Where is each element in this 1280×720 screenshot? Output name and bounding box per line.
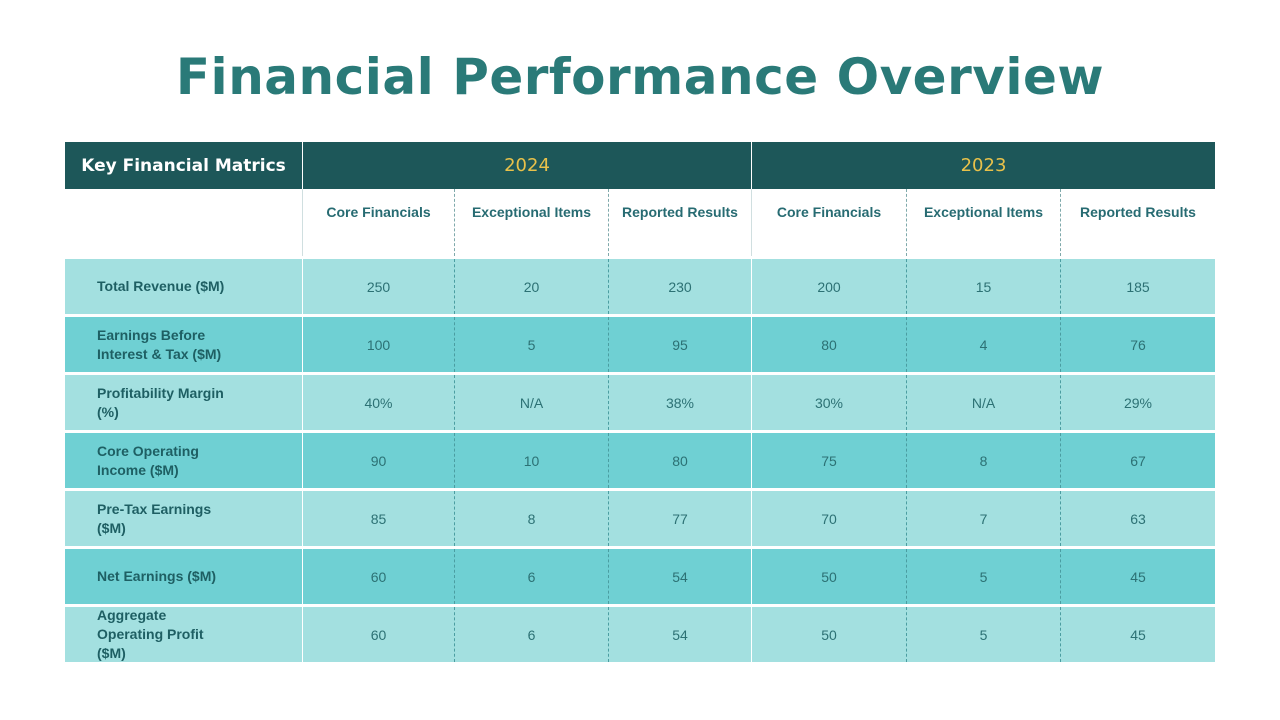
table-row: Profitability Margin (%) 40% N/A 38% 30% N/A 2… <box>65 375 1215 430</box>
table-cell: 60 <box>302 549 454 604</box>
row-label: Profitability Margin (%) <box>97 384 224 420</box>
table-row: Core Operating Income ($M) 90 10 80 75 8 67 <box>65 433 1215 488</box>
table-cell: 200 <box>751 259 906 314</box>
subheader-reported-2024: Reported Results <box>608 189 751 256</box>
table-cell: 45 <box>1060 607 1215 662</box>
table-cell: 8 <box>454 491 608 546</box>
table-cell: 5 <box>454 317 608 372</box>
row-label: Aggregate Operating Profit ($M) <box>97 607 204 661</box>
table-cell: 95 <box>608 317 751 372</box>
row-label: Total Revenue ($M) <box>97 278 225 294</box>
table-cell: 5 <box>906 607 1060 662</box>
table-row: Total Revenue ($M) 250 20 230 200 15 185 <box>65 259 1215 314</box>
page-title: Financial Performance Overview <box>175 48 1105 106</box>
table-cell: 70 <box>751 491 906 546</box>
table-cell: 29% <box>1060 375 1215 430</box>
table-cell: N/A <box>906 375 1060 430</box>
table-cell: 90 <box>302 433 454 488</box>
table-cell: 15 <box>906 259 1060 314</box>
table-cell: 80 <box>751 317 906 372</box>
table-cell: 63 <box>1060 491 1215 546</box>
row-label: Net Earnings ($M) <box>97 568 217 584</box>
table-row: Net Earnings ($M) 60 6 54 50 5 45 <box>65 549 1215 604</box>
table-cell: 38% <box>608 375 751 430</box>
subheader-row: Core Financials Exceptional Items Report… <box>65 189 1215 256</box>
table-cell: 185 <box>1060 259 1215 314</box>
table-cell: 50 <box>751 549 906 604</box>
subheader-exceptional-2023: Exceptional Items <box>906 189 1060 256</box>
year-header-2024: 2024 <box>302 142 751 189</box>
table-cell: N/A <box>454 375 608 430</box>
table-cell: 76 <box>1060 317 1215 372</box>
table-cell: 60 <box>302 607 454 662</box>
subheader-core-2023: Core Financials <box>751 189 906 256</box>
table-cell: 6 <box>454 607 608 662</box>
table-row: Aggregate Operating Profit ($M) 60 6 54 50 5 4… <box>65 607 1215 662</box>
table-cell: 54 <box>608 549 751 604</box>
key-metrics-header: Key Financial Matrics <box>81 155 286 176</box>
table-cell: 75 <box>751 433 906 488</box>
table-cell: 40% <box>302 375 454 430</box>
table-cell: 30% <box>751 375 906 430</box>
table-cell: 67 <box>1060 433 1215 488</box>
row-label: Pre-Tax Earnings ($M) <box>97 500 212 536</box>
table-cell: 5 <box>906 549 1060 604</box>
subheader-reported-2023: Reported Results <box>1060 189 1215 256</box>
financial-table: Key Financial Matrics 2024 2023 Core Fin… <box>65 142 1215 662</box>
table-cell: 20 <box>454 259 608 314</box>
row-label: Core Operating Income ($M) <box>97 442 199 478</box>
subheader-exceptional-2024: Exceptional Items <box>454 189 608 256</box>
year-header-2023: 2023 <box>751 142 1215 189</box>
table-header-row: Key Financial Matrics 2024 2023 <box>65 142 1215 189</box>
table-cell: 250 <box>302 259 454 314</box>
table-cell: 4 <box>906 317 1060 372</box>
subheader-core-2024: Core Financials <box>302 189 454 256</box>
table-cell: 8 <box>906 433 1060 488</box>
table-cell: 100 <box>302 317 454 372</box>
table-cell: 85 <box>302 491 454 546</box>
table-cell: 45 <box>1060 549 1215 604</box>
table-row: Pre-Tax Earnings ($M) 85 8 77 70 7 63 <box>65 491 1215 546</box>
table-cell: 77 <box>608 491 751 546</box>
table-cell: 7 <box>906 491 1060 546</box>
table-cell: 6 <box>454 549 608 604</box>
table-cell: 80 <box>608 433 751 488</box>
table-cell: 10 <box>454 433 608 488</box>
table-cell: 54 <box>608 607 751 662</box>
table-cell: 230 <box>608 259 751 314</box>
table-row: Earnings Before Interest & Tax ($M) 100 5 9… <box>65 317 1215 372</box>
row-label: Earnings Before Interest & Tax ($M) <box>97 326 222 362</box>
table-cell: 50 <box>751 607 906 662</box>
subheader-blank <box>65 189 302 256</box>
